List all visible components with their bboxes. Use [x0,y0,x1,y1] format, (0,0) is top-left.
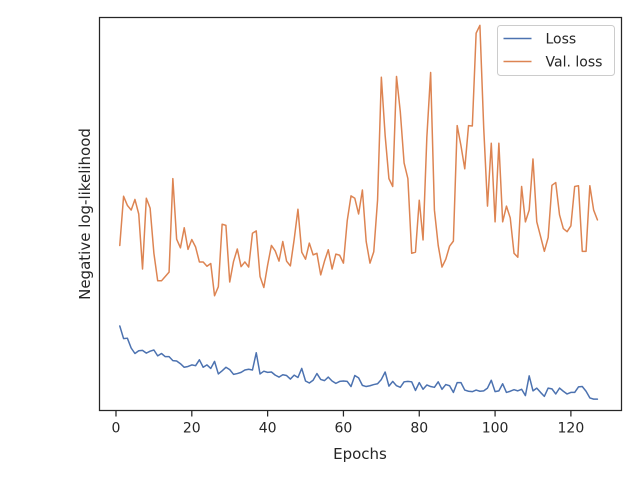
legend: Loss Val. loss [497,25,615,76]
x-tick-label: 120 [558,421,585,437]
x-tick-label: 80 [410,421,428,437]
legend-label-val-loss: Val. loss [546,55,603,71]
x-tick-label: 100 [482,421,509,437]
series-layer [119,24,599,400]
plot-area [98,16,623,412]
legend-label-loss: Loss [546,32,577,48]
x-axis-label: Epochs [333,445,387,463]
x-tick-label: 0 [112,421,121,437]
x-axis-ticks: 0 20 40 60 80 100 120 [112,410,585,437]
series-line-loss [119,325,599,400]
series-line-val-loss [119,24,599,297]
x-tick-label: 20 [183,421,201,437]
x-tick-label: 40 [259,421,277,437]
x-tick-label: 60 [335,421,353,437]
y-axis-label: Negative log-likelihood [76,128,94,300]
